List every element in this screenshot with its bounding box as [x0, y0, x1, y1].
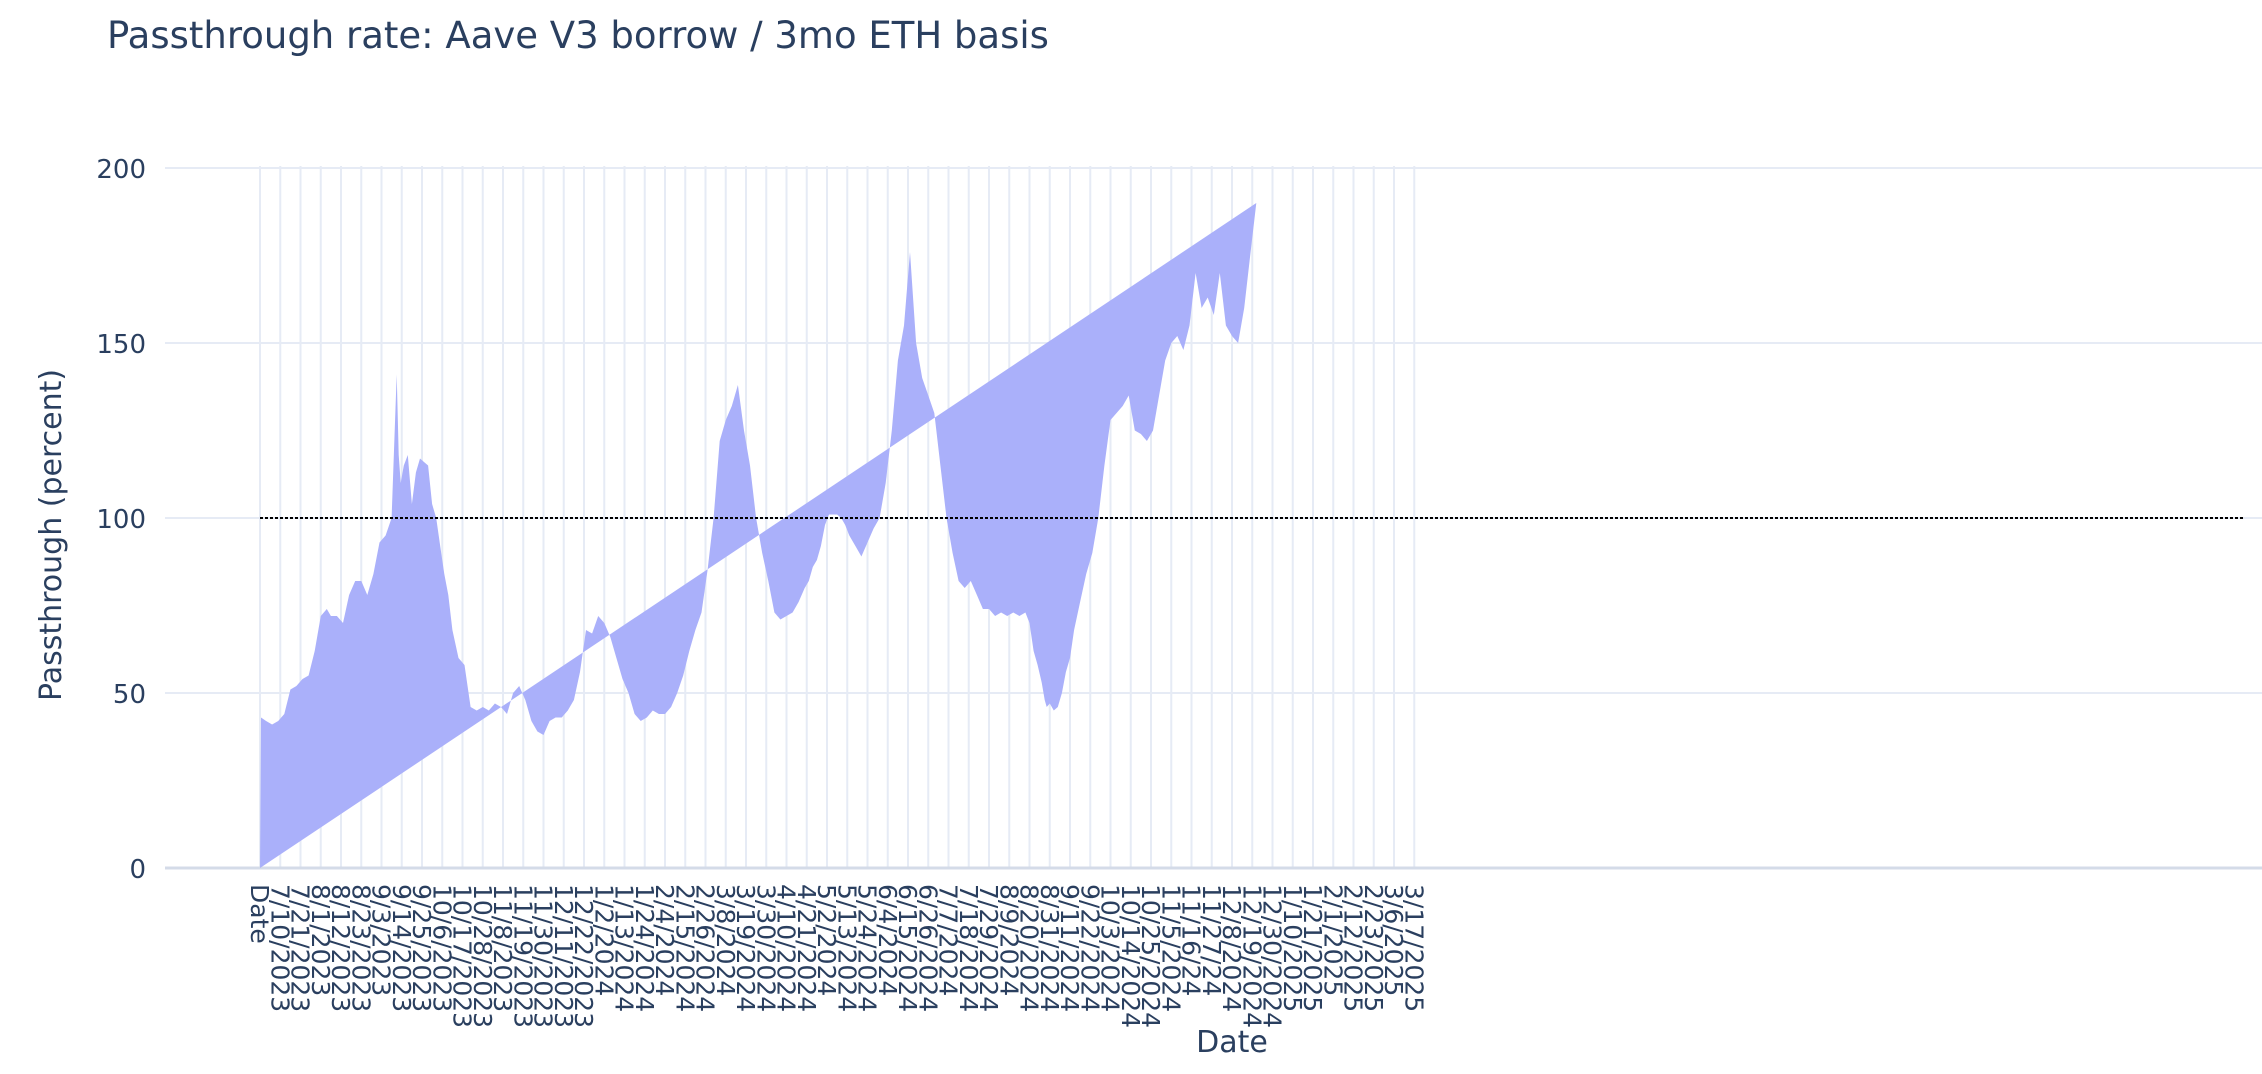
y-axis-label: Passthrough (percent): [34, 369, 69, 701]
x-tick-label: 11/16/24: [1177, 884, 1206, 996]
x-tick-label: 8/12/2023: [326, 884, 355, 1012]
x-tick-label: 12/11/2023: [549, 884, 578, 1028]
x-tick-label: 4/21/2024: [792, 884, 821, 1012]
x-tick-label: 1/13/2024: [610, 884, 639, 1012]
y-tick-label: 50: [113, 680, 146, 710]
y-tick-label: 150: [96, 330, 146, 360]
x-tick-label: 3/19/2024: [731, 884, 760, 1012]
x-tick-label: 10/3/2024: [1096, 884, 1125, 1012]
x-tick-label: 7/29/2024: [974, 884, 1003, 1012]
x-tick-label: 8/31/2024: [1035, 884, 1064, 1012]
x-axis-ticks: Date7/10/20237/21/20238/1/20238/12/20238…: [245, 884, 1428, 1028]
x-tick-label: 10/14/2024: [1116, 884, 1145, 1028]
x-tick-label: 1/2/2024: [589, 884, 618, 996]
x-tick-label: 10/28/2023: [468, 884, 497, 1028]
x-tick-label: 11/5/2024: [1156, 884, 1185, 1012]
x-tick-label: 2/1/2025: [1318, 884, 1347, 996]
x-tick-label: 7/21/2023: [286, 884, 315, 1012]
x-tick-label: 7/18/2024: [954, 884, 983, 1012]
x-tick-label: 1/24/2024: [630, 884, 659, 1012]
x-tick-label: 3/30/2024: [751, 884, 780, 1012]
x-tick-label: 2/23/2025: [1359, 884, 1388, 1012]
x-tick-label: 12/30/2024: [1258, 884, 1287, 1028]
x-tick-label: 9/25/2023: [407, 884, 436, 1012]
x-tick-label: 11/8/2023: [488, 884, 517, 1012]
x-tick-label: 9/14/2023: [387, 884, 416, 1012]
x-tick-label: 5/13/2024: [832, 884, 861, 1012]
x-tick-label: Date: [245, 884, 274, 944]
x-tick-label: 2/26/2024: [691, 884, 720, 1012]
x-tick-label: 8/1/2023: [306, 884, 335, 996]
x-tick-label: 7/10/2023: [265, 884, 294, 1012]
x-tick-label: 9/11/2024: [1055, 884, 1084, 1012]
x-tick-label: 4/10/2024: [772, 884, 801, 1012]
x-tick-label: 5/24/2024: [853, 884, 882, 1012]
x-tick-label: 10/25/2024: [1136, 884, 1165, 1028]
area-series-layer: [260, 203, 1257, 868]
x-tick-label: 8/23/2023: [346, 884, 375, 1012]
x-tick-label: 6/15/2024: [893, 884, 922, 1012]
x-tick-label: 12/8/2024: [1217, 884, 1246, 1012]
x-tick-label: 3/8/2024: [711, 884, 740, 996]
x-tick-label: 8/20/2024: [1015, 884, 1044, 1012]
x-tick-label: 9/3/2023: [367, 884, 396, 996]
x-tick-label: 3/17/2025: [1399, 884, 1428, 1012]
y-axis-ticks: 0 50 100 150 200: [96, 155, 146, 885]
area-series: [260, 203, 1257, 868]
x-tick-label: 1/21/2025: [1298, 884, 1327, 1012]
y-tick-label: 0: [129, 855, 146, 885]
x-tick-label: 11/19/2023: [508, 884, 537, 1028]
x-tick-label: 9/22/2024: [1075, 884, 1104, 1012]
x-tick-label: 10/17/2023: [448, 884, 477, 1028]
x-tick-label: 2/4/2024: [650, 884, 679, 996]
x-tick-label: 2/12/2025: [1339, 884, 1368, 1012]
x-tick-label: 3/6/2025: [1379, 884, 1408, 996]
x-tick-label: 11/27/24: [1197, 884, 1226, 996]
y-tick-label: 100: [96, 505, 146, 535]
x-tick-label: 6/26/2024: [913, 884, 942, 1012]
x-tick-label: 8/9/2024: [994, 884, 1023, 996]
x-tick-label: 1/10/2025: [1278, 884, 1307, 1012]
x-tick-label: 5/2/2024: [812, 884, 841, 996]
x-tick-label: 10/6/2023: [427, 884, 456, 1012]
x-axis-label: Date: [1196, 1025, 1268, 1060]
x-tick-label: 12/19/2024: [1237, 884, 1266, 1028]
x-tick-label: 11/30/2023: [529, 884, 558, 1028]
y-tick-label: 200: [96, 155, 146, 185]
x-tick-label: 7/7/2024: [934, 884, 963, 996]
x-tick-label: 6/4/2024: [873, 884, 902, 996]
x-tick-label: 12/22/2023: [569, 884, 598, 1028]
x-tick-label: 2/15/2024: [670, 884, 699, 1012]
chart-title: Passthrough rate: Aave V3 borrow / 3mo E…: [107, 14, 1049, 57]
